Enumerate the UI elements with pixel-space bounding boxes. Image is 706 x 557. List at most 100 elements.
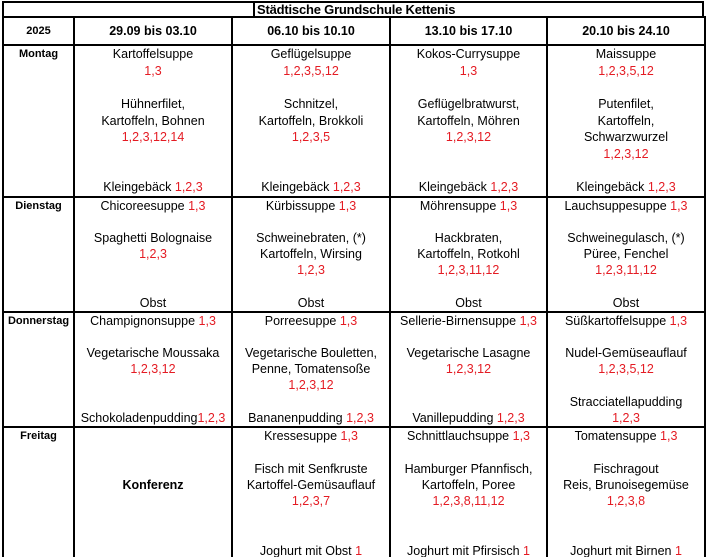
menu-line: Porreesuppe 1,3 <box>234 313 388 329</box>
menu-line: Geflügelsuppe <box>234 47 388 63</box>
week-header-2: 06.10 bis 10.10 <box>231 16 391 46</box>
menu-cell-freitag-week1: Konferenz <box>73 425 233 557</box>
allergen-numbers: 1,3 <box>188 198 206 213</box>
menu-line <box>234 79 388 96</box>
menu-text: Kartoffeln, Bohnen <box>101 113 205 128</box>
allergen-numbers: 1,2,3,11,12 <box>437 263 500 278</box>
allergen-numbers: 1,2,3 <box>490 180 519 195</box>
menu-line: 1,2,3,12 <box>549 146 703 163</box>
menu-cell-montag-week1: Kartoffelsuppe 1,3 Hühnerfilet, Kartoffeln… <box>73 44 233 198</box>
allergen-numbers: 1,2,3 <box>197 410 226 425</box>
allergen-numbers: 1,3 <box>512 428 531 443</box>
menu-text: Joghurt mit Birnen <box>570 543 675 557</box>
menu-text: Tomatensuppe <box>574 428 661 443</box>
menu-text: Kokos-Currysuppe <box>416 47 521 61</box>
header-row: 2025 29.09 bis 03.10 06.10 bis 10.10 13.… <box>2 16 706 46</box>
menu-line <box>76 214 230 230</box>
menu-line: Kressesuppe 1,3 <box>234 429 388 444</box>
allergen-numbers: 1 <box>355 543 363 557</box>
menu-line <box>392 510 545 526</box>
day-label-dienstag: Dienstag <box>2 195 75 313</box>
menu-line: Schweinegulasch, (*) <box>549 230 703 246</box>
menu-text: Kleingebäck <box>576 180 648 195</box>
menu-line <box>392 214 545 230</box>
menu-line <box>234 526 388 542</box>
menu-text: Nudel-Gemüseauflauf <box>565 346 687 361</box>
menu-text: Hamburger Pfannfisch, <box>404 461 533 476</box>
menu-line: Joghurt mit Birnen 1 <box>549 543 703 557</box>
menu-line: Kleingebäck 1,2,3 <box>234 179 388 195</box>
menu-line: Kleingebäck 1,2,3 <box>549 179 703 195</box>
allergen-numbers: 1,2,3,12 <box>130 362 176 377</box>
allergen-numbers: 1,2,3,8,11,12 <box>432 494 505 509</box>
menu-text: Kartoffeln, Poree <box>421 478 516 492</box>
menu-line <box>392 377 545 393</box>
menu-text: Hackbraten, <box>434 231 503 246</box>
menu-text: Kartoffeln, Wirsing <box>260 247 362 262</box>
allergen-numbers: 1,3 <box>660 428 678 443</box>
menu-line: Joghurt mit Obst 1 <box>234 543 388 557</box>
allergen-numbers: 1,2,3 <box>174 180 203 195</box>
allergen-numbers: 1,3 <box>339 313 358 328</box>
menu-text: Vegetarische Bouletten, <box>244 346 378 361</box>
menu-text: Schweinegulasch, (*) <box>567 231 685 246</box>
menu-line <box>76 394 230 410</box>
menu-text: Geflügelsuppe <box>270 47 352 61</box>
allergen-numbers: 1,2,3 <box>297 263 325 278</box>
menu-text: Obst <box>297 295 325 310</box>
allergen-numbers: 1,2,3,5 <box>291 130 331 145</box>
menu-line <box>392 163 545 180</box>
menu-line <box>76 329 230 345</box>
menu-table: 2025 29.09 bis 03.10 06.10 bis 10.10 13.… <box>2 16 706 557</box>
menu-line: 1,2,3,12 <box>392 361 545 377</box>
menu-line: Kürbissuppe 1,3 <box>234 199 388 214</box>
menu-line: 1,2,3 <box>549 410 703 425</box>
menu-line <box>234 163 388 180</box>
menu-line: 1,2,3 <box>76 246 230 262</box>
menu-line: Sellerie-Birnensuppe 1,3 <box>392 314 545 329</box>
menu-line: Schwarzwurzel <box>549 129 703 146</box>
menu-line: Kartoffeln, Bohnen <box>76 113 230 130</box>
menu-line: Lauchsuppesuppe 1,3 <box>549 198 703 214</box>
menu-line: Bananenpudding 1,2,3 <box>234 410 388 425</box>
allergen-numbers: 1,2,3,8 <box>606 494 646 509</box>
menu-cell-freitag-week2: Kressesuppe 1,3 Fisch mit Senfkruste Kart… <box>231 425 391 557</box>
menu-text: Kartoffeln, <box>597 113 655 128</box>
menu-line <box>234 444 388 460</box>
menu-table-body: 2025 29.09 bis 03.10 06.10 bis 10.10 13.… <box>2 16 706 557</box>
menu-text: Püree, Fenchel <box>583 247 669 262</box>
allergen-numbers: 1,2,3,12 <box>288 378 334 393</box>
menu-cell-montag-week3: Kokos-Currysuppe 1,3 Geflügelbratwurst, Ka… <box>389 44 548 198</box>
menu-line <box>549 444 703 460</box>
week-header-3: 13.10 bis 17.10 <box>389 16 548 46</box>
allergen-numbers: 1,2,3,11,12 <box>595 263 657 278</box>
menu-line <box>234 279 388 295</box>
menu-line: Hühnerfilet, <box>76 96 230 113</box>
menu-line: 1,2,3,5 <box>234 129 388 146</box>
menu-text: Hühnerfilet, <box>121 96 185 111</box>
menu-line <box>392 146 545 163</box>
menu-text: Kleingebäck <box>418 180 491 195</box>
day-row-montag: Montag Kartoffelsuppe 1,3 Hühnerfilet, Kart… <box>2 44 706 198</box>
menu-line <box>76 146 230 163</box>
menu-line <box>392 444 545 460</box>
menu-line: Maissuppe <box>549 47 703 63</box>
menu-line: 1,2,3 <box>234 262 388 278</box>
menu-line: 1,2,3,5,12 <box>549 63 703 80</box>
menu-line: Kleingebäck 1,2,3 <box>76 179 230 195</box>
menu-line: Kartoffeln, <box>549 113 703 130</box>
allergen-numbers: 1,2,3,12 <box>445 130 492 145</box>
menu-line <box>76 429 230 444</box>
menu-line <box>76 461 230 477</box>
menu-line: Kokos-Currysuppe <box>392 47 545 63</box>
menu-text: Spaghetti Bolognaise <box>93 231 213 246</box>
allergen-numbers: 1,2,3 <box>496 410 525 425</box>
menu-text: Vegetarische Moussaka <box>86 346 220 361</box>
menu-line: Penne, Tomatensoße <box>234 361 388 377</box>
menu-line: 1,2,3,5,12 <box>234 63 388 80</box>
allergen-numbers: 1,2,3,7 <box>291 494 331 509</box>
allergen-numbers: 1,2,3,5,12 <box>283 63 339 78</box>
allergen-numbers: 1,3 <box>670 198 688 213</box>
menu-line: Kartoffeln, Möhren <box>392 113 545 130</box>
